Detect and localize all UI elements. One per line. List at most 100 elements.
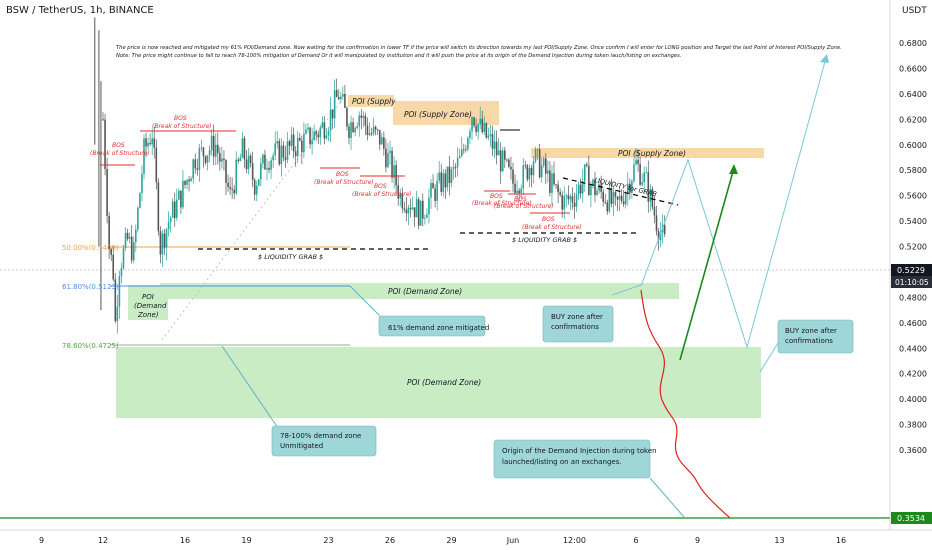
candle-body — [586, 164, 588, 166]
candle-body — [516, 190, 518, 193]
candle-body — [575, 194, 578, 207]
candle-body — [426, 214, 428, 218]
candle-body — [132, 242, 135, 261]
candle-body — [547, 170, 549, 174]
callout-buy1-line1: BUY zone after — [551, 313, 603, 321]
candle-body — [434, 188, 436, 201]
candle-body — [540, 165, 543, 178]
candle-body — [565, 195, 568, 197]
candle-body — [319, 127, 322, 138]
candle-body — [594, 179, 596, 196]
candle-body — [454, 167, 457, 168]
candle-body — [567, 195, 570, 200]
supply-zone-mid — [393, 101, 499, 125]
candle-body — [532, 161, 535, 176]
candle-body — [489, 134, 492, 136]
candle-body — [106, 168, 108, 216]
candle-body — [477, 124, 479, 132]
candle-body — [155, 147, 158, 183]
liquidity-grab-label-2: $ LIQUIDITY GRAB $ — [512, 236, 577, 244]
bos-label-3: BOS — [336, 171, 349, 178]
candle-body — [460, 149, 463, 157]
liquidity-grab-label-1: $ LIQUIDITY GRAB $ — [258, 253, 323, 261]
y-tick-label: 0.6800 — [899, 39, 927, 48]
candle-body — [475, 125, 477, 132]
candle-body — [524, 165, 527, 167]
y-tick-label: 0.4600 — [899, 319, 927, 328]
candle-body — [538, 149, 541, 178]
candle-body — [147, 142, 149, 147]
candle-body — [606, 202, 609, 212]
bos-label-4: BOS — [374, 183, 387, 190]
candle-body — [501, 150, 504, 172]
candle-body — [255, 185, 258, 195]
candle-body — [296, 137, 299, 157]
candle-body — [352, 122, 354, 133]
candle-body — [393, 165, 395, 178]
candle-body — [413, 207, 416, 218]
y-tick-label: 0.6400 — [899, 90, 927, 99]
candle-body — [649, 189, 652, 202]
candle-body — [221, 158, 223, 162]
x-tick-label: 9 — [695, 536, 700, 545]
candle-body — [305, 129, 307, 134]
projection-blue-arrowhead — [820, 54, 829, 63]
candle-body — [329, 109, 332, 131]
candle-body — [409, 207, 412, 210]
candle-body — [243, 138, 246, 160]
candle-body — [622, 201, 625, 205]
candle-body — [385, 148, 387, 168]
liquidity-line-trend — [562, 177, 679, 206]
candle-body — [270, 160, 272, 170]
callout-pointer-unmitigated — [221, 345, 279, 429]
y-tick-label: 0.5400 — [899, 217, 927, 226]
candle-body — [381, 137, 383, 145]
y-tick-label: 0.5800 — [899, 166, 927, 175]
y-tick-label: 0.4800 — [899, 293, 927, 302]
bos-sub-3: (Break of Structure) — [314, 179, 374, 186]
candle-body — [590, 185, 592, 196]
candle-body — [192, 159, 194, 179]
bos-sub-7: (Break of Structure) — [522, 224, 582, 231]
candle-body — [354, 128, 356, 133]
callout-pointer-origin — [649, 477, 685, 518]
candle-body — [374, 126, 377, 130]
callout-origin-line2: launched/listing on an exchanges. — [502, 458, 622, 466]
candle-body — [555, 184, 557, 186]
candle-body — [620, 195, 623, 202]
candle-body — [212, 135, 215, 157]
candles-layer — [94, 17, 666, 334]
candle-body — [473, 117, 475, 126]
candle-body — [143, 138, 145, 174]
candle-body — [276, 141, 279, 144]
candle-body — [395, 165, 397, 186]
candle-body — [239, 157, 242, 161]
candle-body — [245, 159, 248, 170]
demand-left-label-1: POI — [142, 293, 154, 301]
candle-body — [194, 159, 197, 169]
candle-body — [633, 164, 635, 182]
candle-body — [247, 155, 250, 170]
candle-body — [438, 172, 440, 181]
supply-zone-right — [531, 148, 764, 158]
supply-right-label: POI (Supply Zone) — [618, 149, 686, 158]
callout-buy1-box — [542, 305, 614, 343]
candle-body — [282, 145, 285, 158]
candle-body — [180, 190, 182, 208]
candle-body — [225, 160, 227, 183]
candle-body — [112, 254, 115, 280]
demand-left-label-3: Zone) — [137, 311, 159, 319]
countdown-text: 01:10:05 — [895, 278, 929, 287]
candle-body — [399, 193, 402, 199]
time-axis[interactable]: 9 12 16 19 23 26 29 Jun 12:00 6 9 13 16 — [39, 536, 846, 545]
price-axis[interactable]: 0.6800 0.6600 0.6400 0.6200 0.6000 0.5800 0.56… — [899, 39, 927, 455]
candle-body — [596, 190, 598, 196]
candle-body — [663, 225, 666, 235]
candle-body — [526, 165, 529, 180]
countdown-badge — [891, 276, 932, 288]
candle-body — [110, 248, 112, 255]
candle-body — [481, 118, 484, 132]
candle-body — [440, 172, 443, 192]
candle-body — [342, 94, 344, 97]
candle-body — [173, 201, 176, 219]
